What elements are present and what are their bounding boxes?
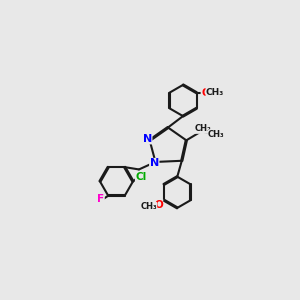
Text: O: O (201, 88, 210, 98)
Text: CH₃: CH₃ (208, 130, 225, 139)
Text: F: F (97, 194, 104, 204)
Text: N: N (150, 158, 159, 168)
Text: CH₂: CH₂ (194, 124, 211, 134)
Text: CH₃: CH₃ (140, 202, 157, 211)
Text: CH₃: CH₃ (206, 88, 224, 97)
Text: N: N (143, 134, 152, 144)
Text: Cl: Cl (135, 172, 147, 182)
Text: O: O (154, 200, 163, 210)
